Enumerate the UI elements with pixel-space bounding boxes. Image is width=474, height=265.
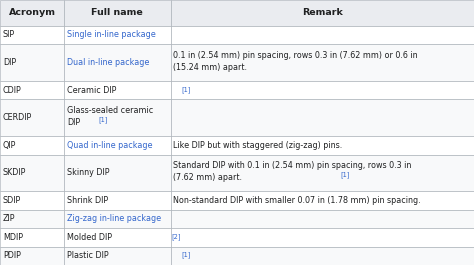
Text: Molded DIP: Molded DIP	[67, 233, 112, 242]
Bar	[171, 81, 474, 99]
Text: Dual in-line package: Dual in-line package	[67, 58, 149, 67]
Text: Ceramic DIP: Ceramic DIP	[67, 86, 116, 95]
Bar	[171, 44, 474, 81]
Bar	[64, 136, 171, 154]
Bar	[64, 0, 171, 26]
Bar	[64, 228, 171, 247]
Text: Glass-sealed ceramic
DIP: Glass-sealed ceramic DIP	[67, 106, 153, 127]
Bar	[0, 154, 64, 191]
Text: Single in-line package: Single in-line package	[67, 30, 155, 39]
Bar	[64, 154, 171, 191]
Text: [1]: [1]	[182, 86, 191, 93]
Text: SIP: SIP	[3, 30, 15, 39]
Text: [1]: [1]	[341, 171, 350, 178]
Bar	[0, 210, 64, 228]
Text: SDIP: SDIP	[3, 196, 21, 205]
Bar	[64, 191, 171, 210]
Text: [2]: [2]	[171, 233, 181, 240]
Text: QIP: QIP	[3, 141, 16, 150]
Bar	[64, 210, 171, 228]
Bar	[171, 26, 474, 44]
Bar	[171, 210, 474, 228]
Text: Zig-zag in-line package: Zig-zag in-line package	[67, 214, 161, 223]
Text: Shrink DIP: Shrink DIP	[67, 196, 108, 205]
Text: Full name: Full name	[91, 8, 143, 17]
Text: Acronym: Acronym	[9, 8, 55, 17]
Text: [1]: [1]	[98, 116, 108, 123]
Text: Quad in-line package: Quad in-line package	[67, 141, 152, 150]
Bar	[64, 81, 171, 99]
Bar	[0, 81, 64, 99]
Text: Skinny DIP: Skinny DIP	[67, 169, 109, 178]
Bar	[0, 136, 64, 154]
Bar	[171, 247, 474, 265]
Text: CDIP: CDIP	[3, 86, 22, 95]
Text: DIP: DIP	[3, 58, 16, 67]
Text: Like DIP but with staggered (zig-zag) pins.: Like DIP but with staggered (zig-zag) pi…	[173, 141, 343, 150]
Text: ZIP: ZIP	[3, 214, 15, 223]
Bar	[171, 99, 474, 136]
Text: CERDIP: CERDIP	[3, 113, 32, 122]
Text: [1]: [1]	[182, 251, 191, 258]
Text: Non-standard DIP with smaller 0.07 in (1.78 mm) pin spacing.: Non-standard DIP with smaller 0.07 in (1…	[173, 196, 421, 205]
Bar	[171, 191, 474, 210]
Bar	[64, 99, 171, 136]
Text: MDIP: MDIP	[3, 233, 23, 242]
Bar	[0, 191, 64, 210]
Bar	[0, 247, 64, 265]
Bar	[171, 136, 474, 154]
Text: PDIP: PDIP	[3, 251, 21, 260]
Text: Remark: Remark	[302, 8, 343, 17]
Bar	[0, 0, 64, 26]
Bar	[171, 0, 474, 26]
Bar	[0, 228, 64, 247]
Text: SKDIP: SKDIP	[3, 169, 26, 178]
Bar	[64, 44, 171, 81]
Bar	[64, 247, 171, 265]
Bar	[171, 154, 474, 191]
Bar	[0, 99, 64, 136]
Bar	[0, 44, 64, 81]
Text: Standard DIP with 0.1 in (2.54 mm) pin spacing, rows 0.3 in
(7.62 mm) apart.: Standard DIP with 0.1 in (2.54 mm) pin s…	[173, 161, 412, 182]
Text: Plastic DIP: Plastic DIP	[67, 251, 109, 260]
Text: 0.1 in (2.54 mm) pin spacing, rows 0.3 in (7.62 mm) or 0.6 in
(15.24 mm) apart.: 0.1 in (2.54 mm) pin spacing, rows 0.3 i…	[173, 51, 418, 72]
Bar	[171, 228, 474, 247]
Bar	[0, 26, 64, 44]
Bar	[64, 26, 171, 44]
